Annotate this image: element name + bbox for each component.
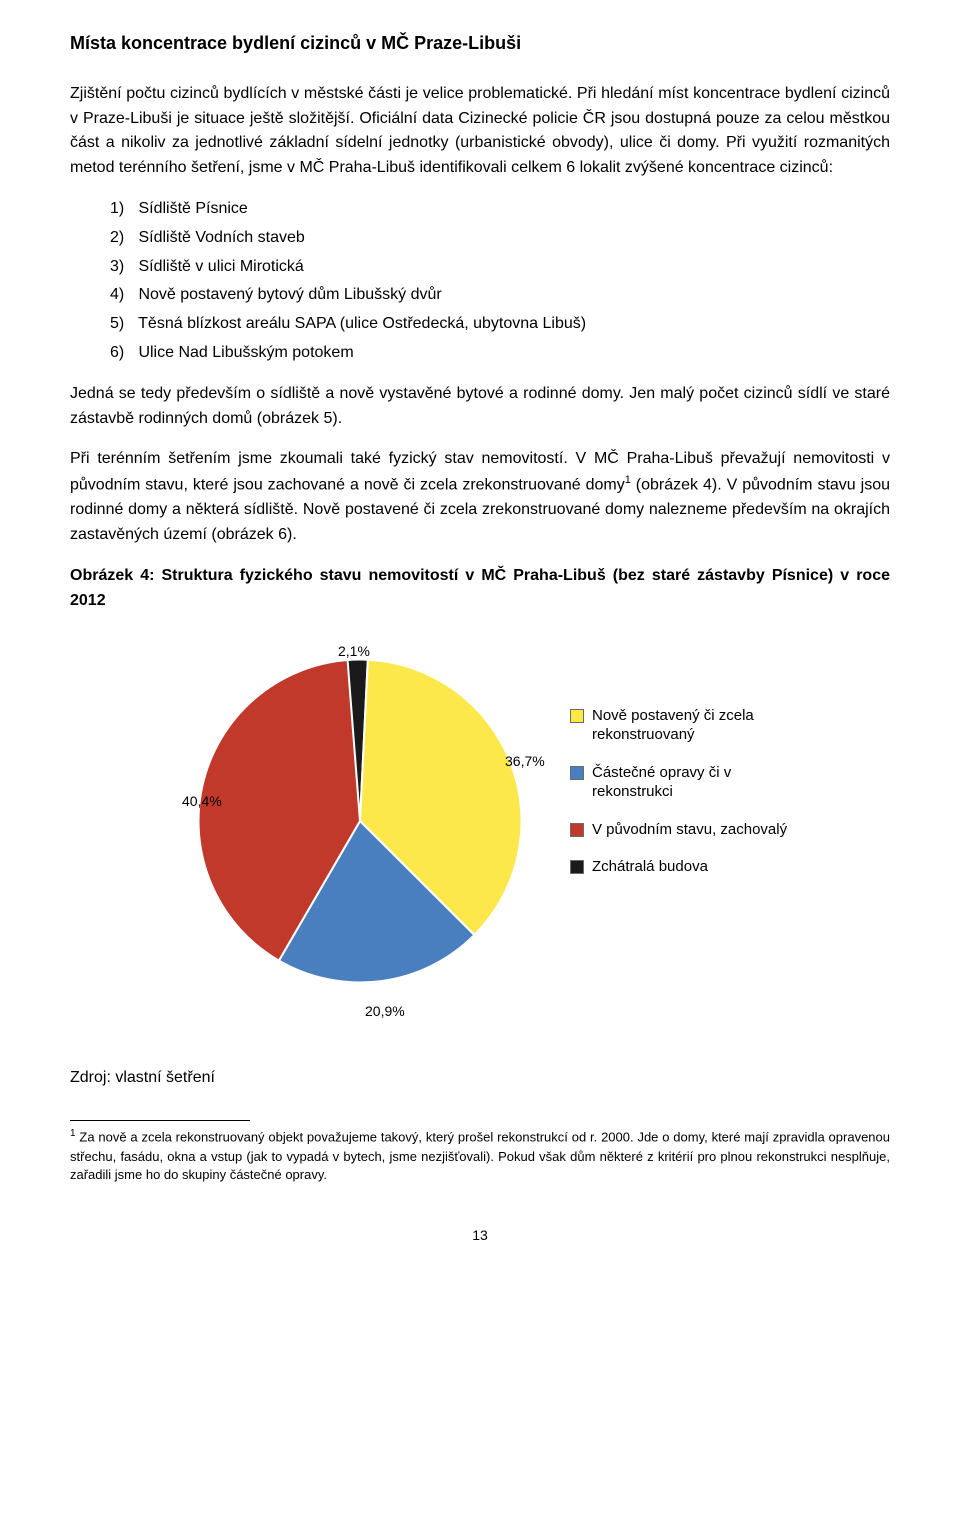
pie-graphic — [190, 651, 530, 991]
list-item: 4) Nově postavený bytový dům Libušský dv… — [110, 283, 890, 308]
list-item: 2) Sídliště Vodních staveb — [110, 226, 890, 251]
footnote-divider — [70, 1120, 250, 1121]
legend-item: Částečné opravy či v rekonstrukci — [570, 763, 812, 802]
legend-item: Nově postavený či zcela rekonstruovaný — [570, 706, 812, 745]
figure-title: Obrázek 4: Struktura fyzického stavu nem… — [70, 564, 890, 614]
chart-legend: Nově postavený či zcela rekonstruovaný Čá… — [570, 706, 812, 895]
legend-label: Zchátralá budova — [592, 857, 708, 877]
list-item: 5) Těsná blízkost areálu SAPA (ulice Ost… — [110, 312, 890, 337]
figure-source: Zdroj: vlastní šetření — [70, 1066, 890, 1091]
legend-swatch — [570, 860, 584, 874]
list-item: 1) Sídliště Písnice — [110, 197, 890, 222]
page-number: 13 — [70, 1225, 890, 1247]
legend-label: V původním stavu, zachovalý — [592, 820, 787, 840]
slice-label: 2,1% — [338, 641, 370, 663]
paragraph-3: Při terénním šetřením jsme zkoumali také… — [70, 447, 890, 548]
footnote-1: 1 Za nově a zcela rekonstruovaný objekt … — [70, 1127, 890, 1185]
paragraph-2: Jedná se tedy především o sídliště a nov… — [70, 382, 890, 432]
legend-label: Částečné opravy či v rekonstrukci — [592, 763, 812, 802]
legend-item: Zchátralá budova — [570, 857, 812, 877]
list-item: 3) Sídliště v ulici Mirotická — [110, 255, 890, 280]
slice-label: 40,4% — [182, 791, 222, 813]
slice-label: 20,9% — [365, 1001, 405, 1023]
locality-list: 1) Sídliště Písnice 2) Sídliště Vodních s… — [110, 197, 890, 366]
page-title: Místa koncentrace bydlení cizinců v MČ P… — [70, 30, 890, 58]
legend-item: V původním stavu, zachovalý — [570, 820, 812, 840]
list-item: 6) Ulice Nad Libušským potokem — [110, 341, 890, 366]
legend-label: Nově postavený či zcela rekonstruovaný — [592, 706, 812, 745]
pie-chart: 2,1% 36,7% 20,9% 40,4% Nově postavený či zc… — [120, 626, 840, 1026]
legend-swatch — [570, 766, 584, 780]
footnote-text: Za nově a zcela rekonstruovaný objekt po… — [70, 1130, 890, 1183]
legend-swatch — [570, 709, 584, 723]
paragraph-1: Zjištění počtu cizinců bydlících v městs… — [70, 82, 890, 181]
slice-label: 36,7% — [505, 751, 545, 773]
legend-swatch — [570, 823, 584, 837]
